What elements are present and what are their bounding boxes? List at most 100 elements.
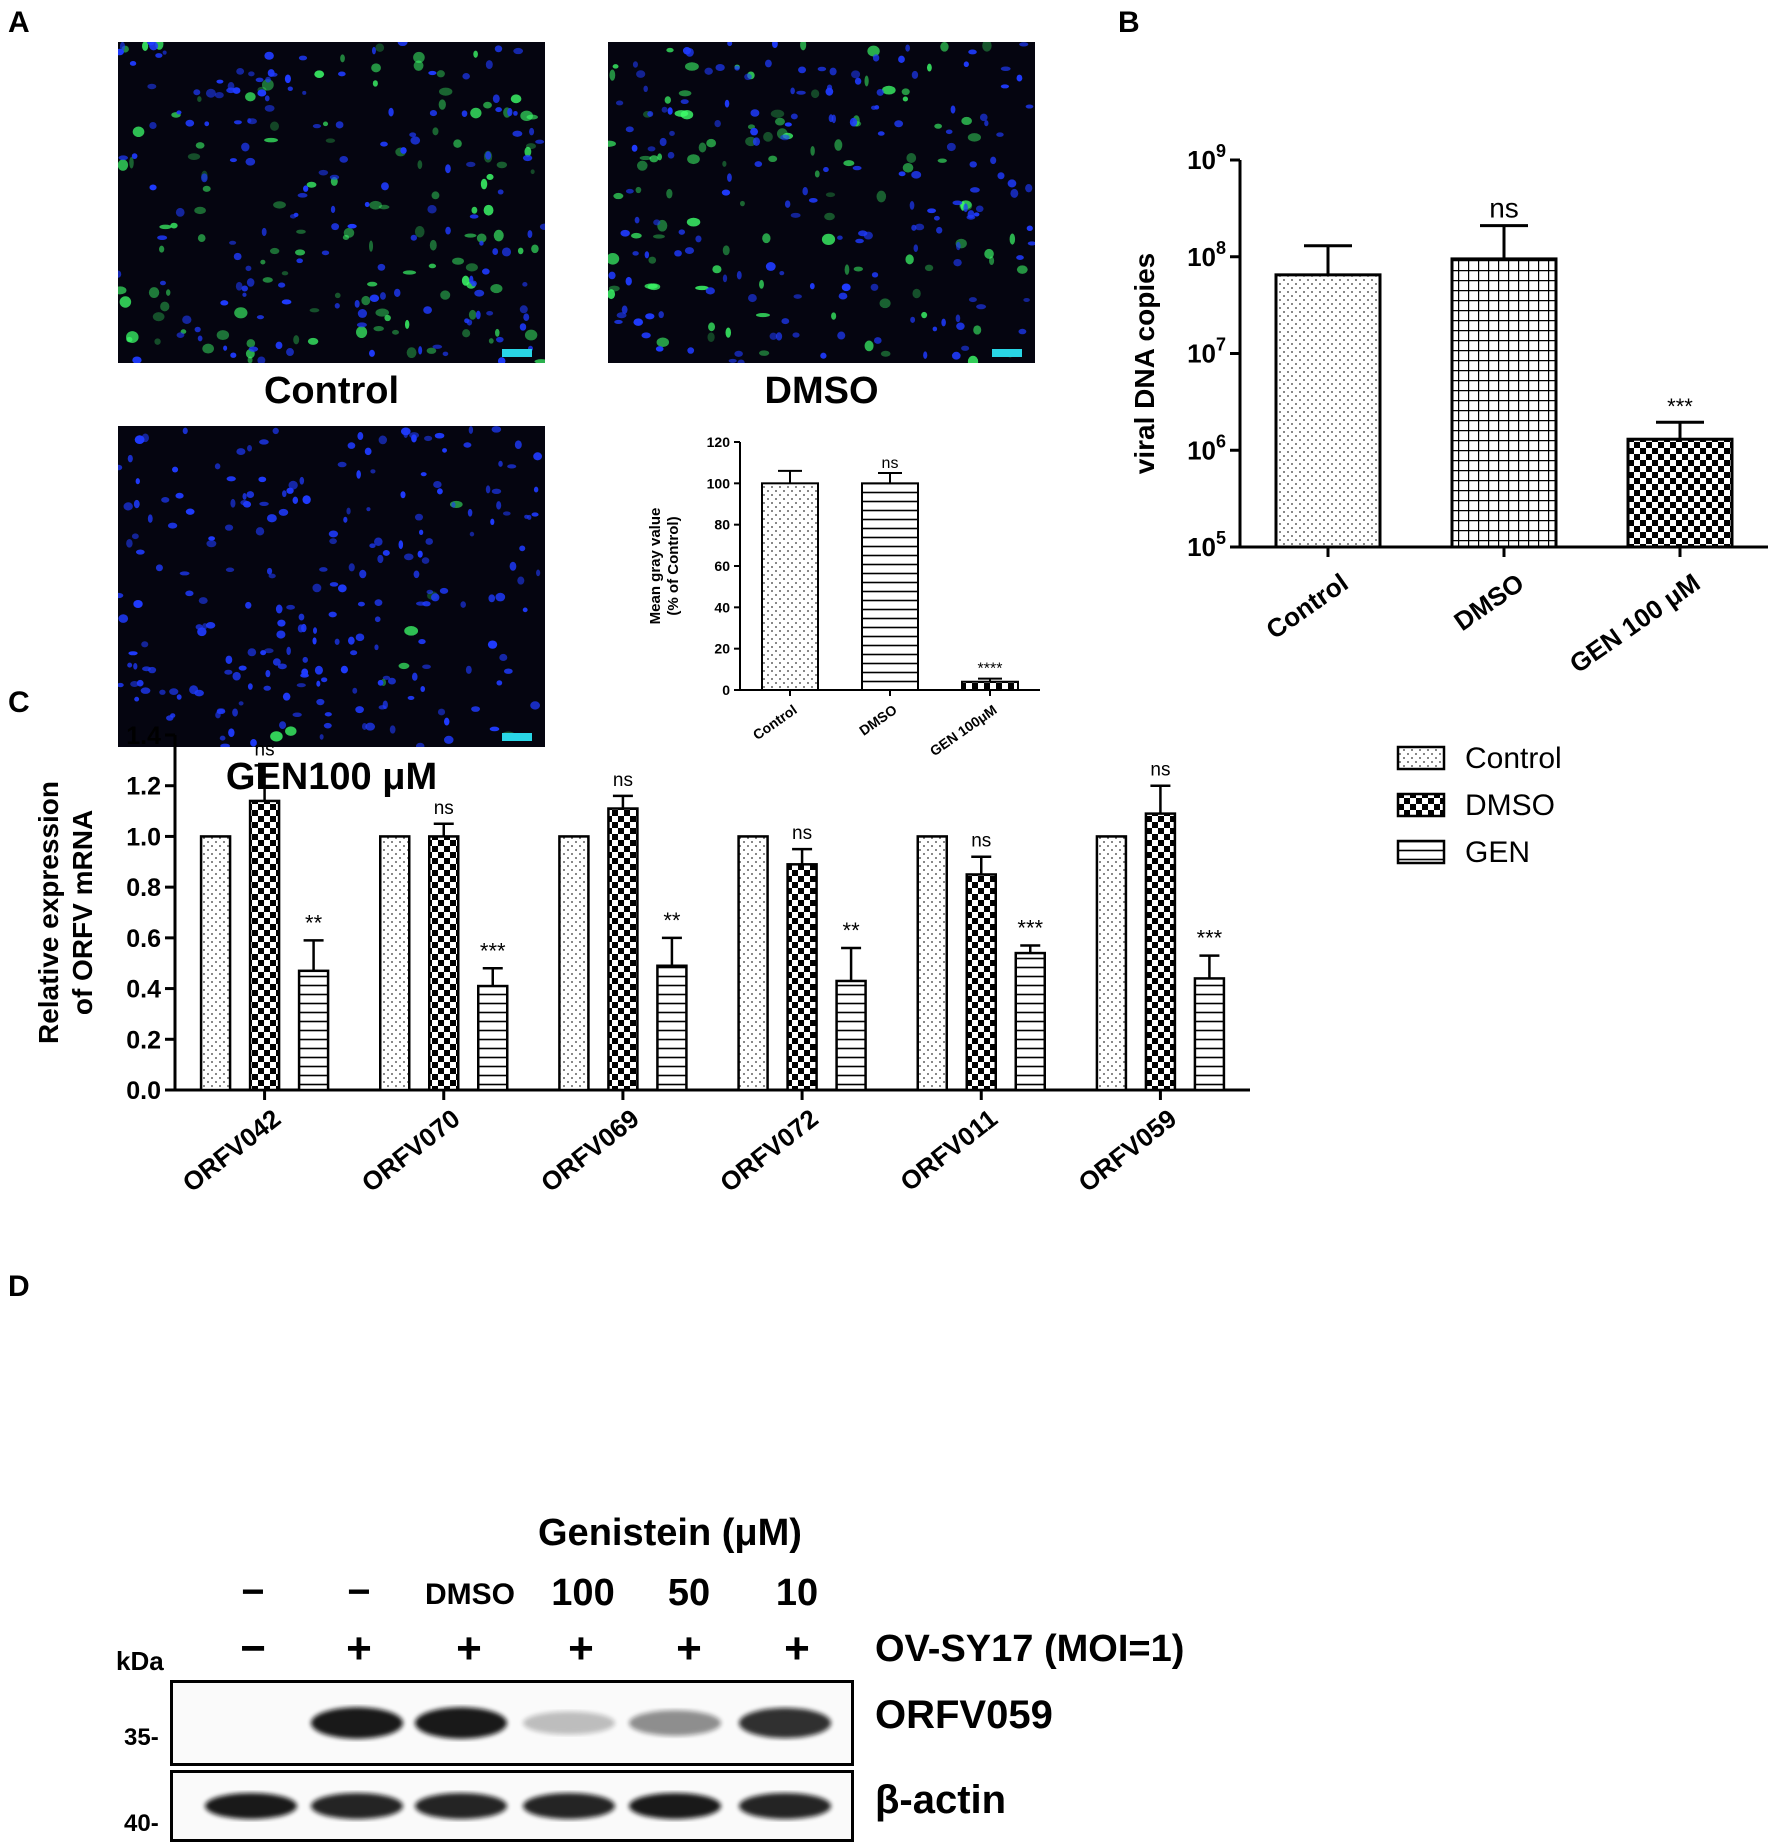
y-tick-label: 105 <box>1187 528 1226 562</box>
wb-virus-4: + <box>568 1624 594 1673</box>
legend-swatch <box>1396 745 1446 771</box>
bar <box>558 835 590 1092</box>
bar <box>1450 257 1558 549</box>
micrograph-dmso <box>608 42 1035 363</box>
x-tick-label: DMSO <box>1448 567 1529 636</box>
y-tick-label: 0.6 <box>126 925 161 953</box>
significance-label: ns <box>792 823 812 844</box>
scale-bar <box>502 733 532 741</box>
significance-label: ns <box>882 455 899 472</box>
x-tick-label: ORFV072 <box>714 1103 824 1198</box>
panel-letter-d: D <box>8 1270 30 1303</box>
wb-genistein-header: Genistein (μM) <box>538 1512 802 1554</box>
bar <box>656 964 688 1092</box>
y-tick-label: 100 <box>707 475 731 491</box>
y-tick-label: 1.0 <box>126 823 161 851</box>
bar <box>1095 835 1128 1092</box>
x-tick-label: ORFV059 <box>1073 1103 1183 1198</box>
wb-marker-35: 35- <box>124 1724 159 1751</box>
significance-label: ns <box>434 798 454 819</box>
panel-letter-b: B <box>1118 6 1140 39</box>
significance-label: ** <box>843 918 861 943</box>
panel-letter-a: A <box>8 6 30 39</box>
bar <box>1626 437 1734 549</box>
blot-band <box>629 1793 721 1819</box>
significance-label: ** <box>305 910 323 935</box>
blot-band <box>205 1793 297 1819</box>
wb-virus-6: + <box>784 1624 810 1673</box>
y-tick-label: 0.2 <box>126 1026 161 1054</box>
bar <box>379 835 411 1092</box>
wb-virus-3: + <box>456 1624 482 1673</box>
scale-bar <box>992 349 1022 357</box>
bar <box>248 799 281 1092</box>
scale-bar <box>502 349 532 357</box>
significance-label: ns <box>971 831 991 852</box>
bar <box>916 835 948 1092</box>
wb-blot-label-actin: β-actin <box>875 1778 1007 1822</box>
blot-band <box>739 1793 831 1819</box>
y-tick-label: 1.4 <box>126 722 161 750</box>
y-tick-label: 0.4 <box>126 976 161 1004</box>
y-tick-label: 80 <box>714 517 730 533</box>
bar <box>297 969 330 1092</box>
y-tick-label: 0.0 <box>126 1077 161 1105</box>
x-tick-label: ORFV042 <box>177 1103 287 1198</box>
wb-virus-5: + <box>676 1624 702 1673</box>
y-tick-label: 60 <box>714 558 730 574</box>
wb-virus-1: − <box>240 1624 266 1673</box>
chart-c: 0.0 0.2 0.4 0.6 0.8 1.0 1.2 1.4 Relative express… <box>33 722 1562 1198</box>
micrograph-label-gen100: GEN100 μM <box>225 756 438 798</box>
bar <box>1014 951 1046 1092</box>
wb-treatment-2: − <box>347 1570 371 1614</box>
wb-treatment-1: − <box>241 1570 265 1614</box>
legend-swatch <box>1396 839 1446 865</box>
blot-band <box>415 1707 507 1739</box>
significance-label: ns <box>255 739 275 760</box>
bar <box>1144 812 1177 1092</box>
wb-virus-label: OV-SY17 (MOI=1) <box>875 1628 1185 1670</box>
bar <box>737 835 769 1092</box>
wb-kda-label: kDa <box>116 1646 164 1676</box>
bar <box>607 807 639 1092</box>
y-axis-label: (% of Control) <box>665 516 682 615</box>
y-tick-label: 0.8 <box>126 874 161 902</box>
blot-band <box>523 1711 615 1735</box>
blot-band <box>311 1793 403 1819</box>
y-tick-label: 40 <box>714 599 730 615</box>
y-tick-label: 109 <box>1187 141 1226 175</box>
legend-swatch <box>1396 792 1446 818</box>
bar <box>477 984 509 1092</box>
bar <box>428 835 460 1092</box>
wb-blot-label-orfv059: ORFV059 <box>875 1693 1053 1737</box>
wb-treatment-4: 100 <box>551 1572 615 1614</box>
wb-treatment-3: DMSO <box>425 1578 515 1611</box>
significance-label: **** <box>978 661 1003 678</box>
y-tick-label: 20 <box>714 641 730 657</box>
wb-blot-actin <box>170 1770 854 1842</box>
y-tick-label: 120 <box>707 434 731 450</box>
bar <box>199 835 232 1092</box>
wb-treatment-5: 50 <box>667 1572 711 1614</box>
significance-label: *** <box>480 938 506 963</box>
significance-label: ns <box>613 770 633 791</box>
significance-label: *** <box>1017 915 1043 940</box>
legend-label: GEN <box>1465 836 1530 869</box>
wb-marker-40: 40- <box>124 1810 159 1837</box>
chart-b: 105 106 107 108 109 viral DNA copies Control ns… <box>1129 141 1768 679</box>
x-tick-label: ORFV070 <box>356 1103 466 1198</box>
bar <box>1193 977 1226 1092</box>
blot-band <box>523 1793 615 1819</box>
y-tick-label: 106 <box>1187 431 1226 465</box>
chart-a-inset: 0 20 40 60 80 100 120 Mean gray value (% of Cont… <box>647 434 1040 759</box>
y-axis-label: Relative expression <box>33 781 64 1044</box>
micrograph-label-control: Control <box>263 370 400 412</box>
bar <box>835 979 867 1092</box>
blot-band <box>739 1707 831 1739</box>
bar <box>965 873 997 1092</box>
significance-label: ns <box>1489 193 1519 224</box>
panel-letter-c: C <box>8 686 30 719</box>
wb-virus-2: + <box>346 1624 372 1673</box>
significance-label: ns <box>1150 760 1170 781</box>
significance-label: ** <box>663 908 681 933</box>
